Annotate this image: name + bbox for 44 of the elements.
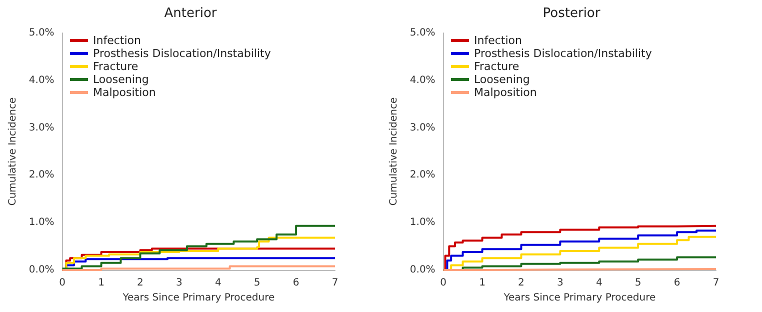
x-tick-label: 2 (137, 278, 144, 288)
y-tick-label: 5.0% (410, 28, 436, 38)
y-tick-label: 0.0% (28, 264, 54, 276)
x-tick-label: 4 (596, 278, 602, 288)
legend-label: Loosening (474, 73, 530, 86)
y-tick-label: 4.0% (410, 74, 436, 86)
legend-label: Infection (93, 34, 142, 47)
x-tick-label: 3 (176, 278, 182, 288)
legend-label: Fracture (93, 60, 138, 73)
y-axis-title: Cumulative Incidence (8, 97, 18, 206)
x-axis-title: Years Since Primary Procedure (502, 292, 656, 304)
legend-label: Loosening (93, 73, 149, 86)
x-tick-label: 3 (556, 278, 564, 288)
legend-label: Malposition (474, 86, 537, 99)
x-tick-label: 1 (479, 278, 486, 288)
y-tick-label: 3.0% (410, 122, 436, 134)
legend-label: Prosthesis Dislocation/Instability (474, 47, 652, 60)
y-tick-label: 2.0% (410, 170, 436, 181)
x-tick-label: 5 (634, 278, 642, 288)
y-tick-label: 1.0% (28, 217, 54, 228)
x-tick-label: 0 (440, 278, 446, 288)
legend-label: Malposition (93, 86, 156, 99)
y-tick-label: 4.0% (28, 74, 54, 86)
chart-title: Anterior (164, 6, 218, 21)
x-tick-label: 7 (712, 278, 720, 288)
x-axis-title: Years Since Primary Procedure (122, 292, 275, 304)
y-tick-label: 2.0% (28, 170, 54, 181)
x-tick-label: 5 (254, 278, 260, 288)
x-tick-label: 6 (292, 278, 300, 288)
y-tick-label: 5.0% (28, 28, 54, 38)
y-tick-label: 3.0% (28, 122, 54, 134)
x-tick-label: 7 (332, 278, 338, 288)
legend-label: Fracture (474, 60, 520, 73)
x-tick-label: 2 (518, 278, 524, 288)
x-tick-label: 4 (214, 278, 222, 288)
legend-label: Prosthesis Dislocation/Instability (93, 47, 272, 60)
x-tick-label: 6 (674, 278, 680, 288)
y-axis-title: Cumulative Incidence (388, 97, 400, 206)
x-tick-label: 1 (98, 278, 104, 288)
x-tick-label: 0 (59, 278, 66, 288)
y-tick-label: 1.0% (410, 217, 436, 228)
y-tick-label: 0.0% (410, 264, 436, 276)
chart-title: Posterior (542, 6, 601, 21)
legend-label: Infection (474, 34, 522, 47)
